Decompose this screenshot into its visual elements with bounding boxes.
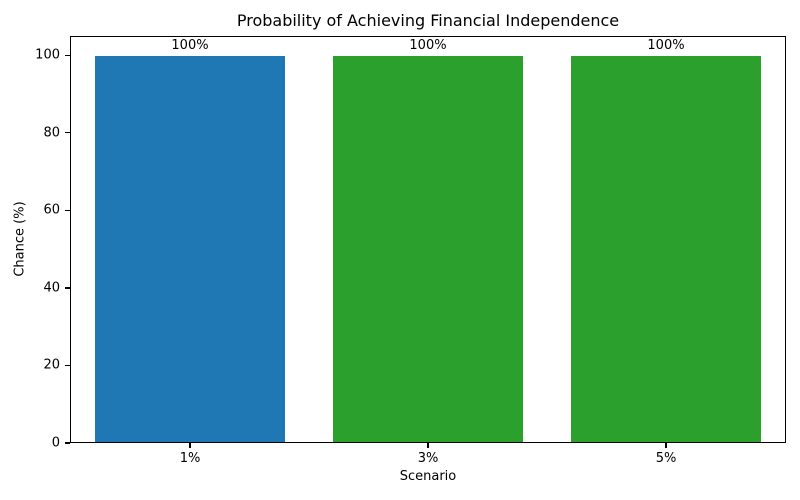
bar-value-label-3%: 100%	[409, 38, 447, 54]
x-tick-label-5%: 5%	[655, 451, 677, 466]
y-tick-mark	[65, 54, 70, 56]
y-axis: 0 20 40 60 80 100	[0, 36, 70, 451]
y-tick-mark	[65, 364, 70, 367]
x-axis: 1% 3% 5%	[70, 443, 786, 477]
y-tick-label-80: 80	[43, 125, 60, 141]
x-tick-label-3%: 3%	[417, 451, 439, 466]
bar-value-label-1%: 100%	[171, 38, 209, 54]
y-tick-mark	[65, 209, 70, 212]
bar-3%	[332, 56, 524, 442]
y-tick-label-100: 100	[35, 47, 60, 63]
bar-5%	[570, 56, 762, 442]
y-tick-label-20: 20	[43, 357, 60, 373]
y-tick-label-40: 40	[43, 280, 60, 296]
y-tick-mark	[65, 287, 70, 289]
x-tick-mark	[665, 443, 667, 448]
bar-value-label-5%: 100%	[647, 38, 685, 54]
bar-1%	[94, 56, 286, 442]
y-tick-mark	[65, 442, 70, 444]
y-tick-label-0: 0	[51, 435, 60, 451]
x-tick-mark	[189, 443, 191, 448]
plot-area: 100% 100% 100%	[70, 36, 786, 443]
y-tick-mark	[65, 132, 70, 134]
y-tick-label-60: 60	[43, 202, 60, 218]
x-axis-label: Scenario	[399, 469, 457, 484]
x-tick-mark	[427, 443, 429, 448]
chart-title: Probability of Achieving Financial Indep…	[236, 11, 620, 30]
x-tick-label-1%: 1%	[179, 451, 201, 466]
